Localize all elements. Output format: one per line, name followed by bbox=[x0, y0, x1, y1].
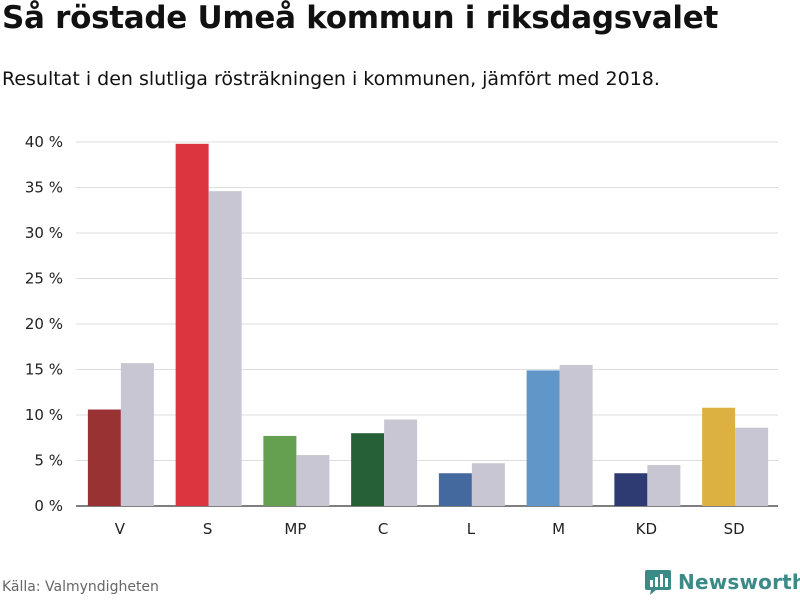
bar-chart-logo-icon bbox=[645, 570, 671, 595]
bar-current-l[interactable] bbox=[438, 473, 472, 506]
x-tick-label: L bbox=[467, 520, 476, 538]
y-tick-label: 15 % bbox=[25, 361, 63, 379]
brand-logo[interactable]: Newsworthy bbox=[644, 568, 800, 596]
x-tick-label: KD bbox=[636, 520, 657, 538]
x-tick-label: S bbox=[203, 520, 213, 538]
x-axis-tick-labels: V S MP C L M KD SD bbox=[115, 520, 745, 538]
bar-chart: 0 % 5 % 10 % 15 % 20 % 25 % 30 % 35 % 40 % V S MP C… bbox=[25, 133, 778, 538]
x-tick-label: V bbox=[115, 520, 126, 538]
y-tick-label: 10 % bbox=[25, 406, 63, 424]
bar-2018-l[interactable] bbox=[471, 463, 505, 506]
x-tick-label: SD bbox=[724, 520, 745, 538]
y-tick-label: 40 % bbox=[25, 133, 63, 151]
bars bbox=[87, 143, 769, 506]
x-tick-label: C bbox=[378, 520, 388, 538]
y-tick-label: 5 % bbox=[34, 452, 63, 470]
bar-current-s[interactable] bbox=[175, 143, 209, 506]
bar-2018-m[interactable] bbox=[559, 364, 593, 506]
bar-2018-mp[interactable] bbox=[296, 455, 330, 506]
y-axis-tick-labels: 0 % 5 % 10 % 15 % 20 % 25 % 30 % 35 % 40 % bbox=[25, 133, 63, 515]
bar-current-kd[interactable] bbox=[614, 473, 648, 506]
source-note: Källa: Valmyndigheten bbox=[2, 579, 159, 595]
bar-2018-v[interactable] bbox=[120, 363, 154, 506]
bar-2018-s[interactable] bbox=[208, 191, 242, 506]
y-tick-label: 25 % bbox=[25, 270, 63, 288]
x-tick-label: M bbox=[552, 520, 565, 538]
brand-name: Newsworthy bbox=[678, 570, 800, 594]
bar-2018-c[interactable] bbox=[384, 419, 418, 506]
y-tick-label: 0 % bbox=[34, 497, 63, 515]
bar-current-sd[interactable] bbox=[702, 407, 736, 506]
bar-current-v[interactable] bbox=[87, 409, 121, 506]
y-tick-label: 30 % bbox=[25, 224, 63, 242]
y-tick-label: 35 % bbox=[25, 179, 63, 197]
x-tick-label: MP bbox=[284, 520, 306, 538]
bar-current-mp[interactable] bbox=[263, 435, 297, 506]
y-tick-label: 20 % bbox=[25, 315, 63, 333]
chart-title: Så röstade Umeå kommun i riksdagsvalet bbox=[2, 0, 718, 36]
bar-current-c[interactable] bbox=[351, 433, 385, 506]
bar-2018-kd[interactable] bbox=[647, 465, 681, 506]
bar-2018-sd[interactable] bbox=[735, 427, 769, 506]
chart-subtitle: Resultat i den slutliga rösträkningen i … bbox=[2, 68, 660, 90]
bar-current-m[interactable] bbox=[526, 370, 560, 506]
